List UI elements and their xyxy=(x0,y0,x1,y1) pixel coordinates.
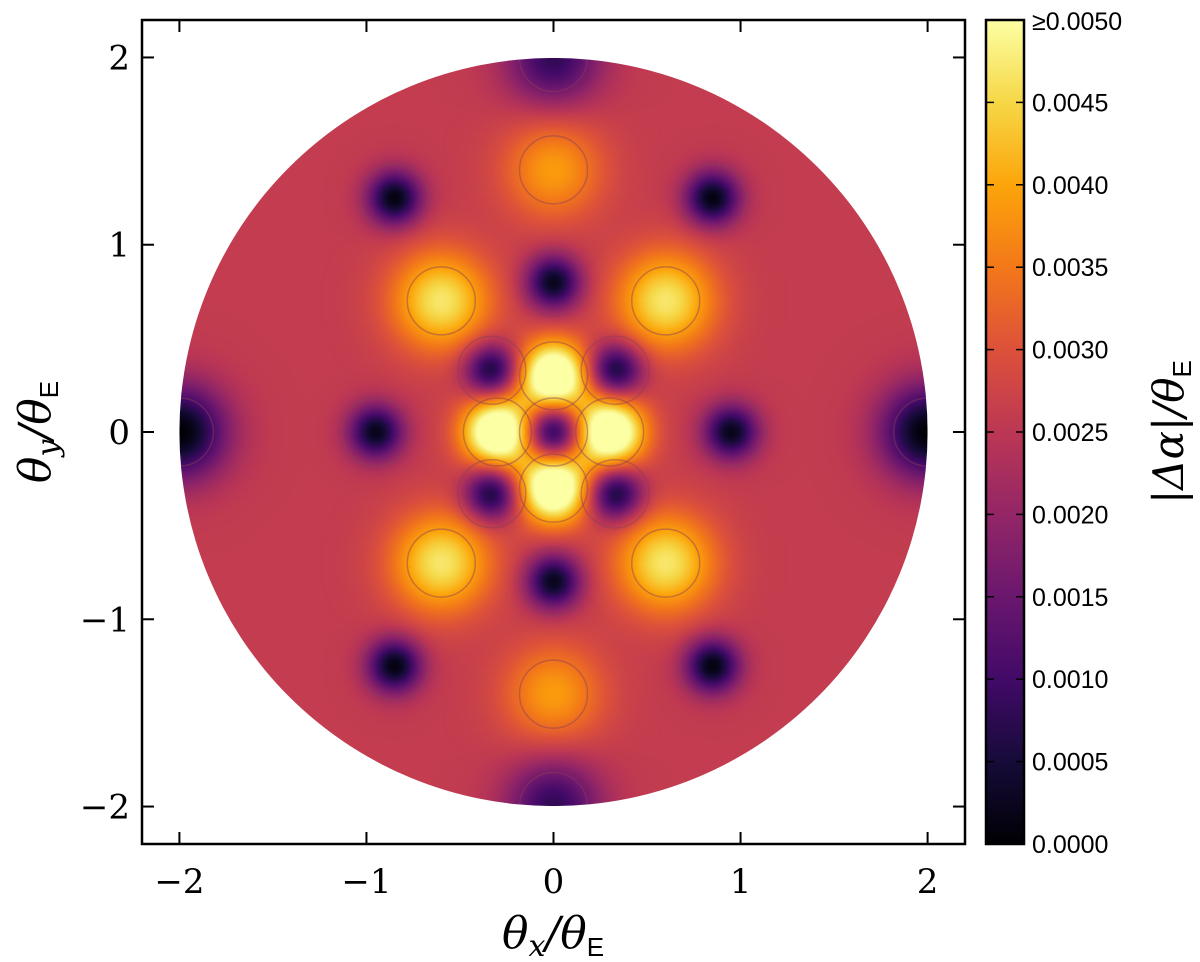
plot-ticks: −2 −1 0 1 2 −2 −1 0 1 2 xyxy=(80,20,965,902)
contour-ring xyxy=(630,528,701,598)
colorbar-tick-label: 0.0005 xyxy=(1032,749,1108,777)
y-tick-label: 2 xyxy=(108,38,130,78)
contour-ring xyxy=(518,135,589,205)
contour-ring xyxy=(359,631,430,701)
y-axis-title-sub: y xyxy=(31,439,66,459)
colorbar-tick-label: 0.0020 xyxy=(1032,501,1108,529)
heatmap xyxy=(179,57,928,807)
contour-ring xyxy=(462,397,533,467)
y-tick-label: 0 xyxy=(108,413,130,453)
colorbar-tick-label: 0.0045 xyxy=(1032,89,1108,117)
x-axis-title-sub2: E xyxy=(587,932,604,962)
colorbar-tick-label: 0.0025 xyxy=(1032,419,1108,447)
contour-lines xyxy=(179,57,928,807)
x-tick-label: −2 xyxy=(154,862,204,902)
contour-ring xyxy=(179,397,215,467)
x-tick-label: 0 xyxy=(543,862,565,902)
contour-ring xyxy=(518,247,589,317)
contour-ring xyxy=(518,397,589,467)
y-axis-title-sub2: E xyxy=(34,381,64,398)
x-axis-title-sub: x xyxy=(528,929,545,962)
x-tick-label: 2 xyxy=(917,862,939,902)
colorbar-tick-label: 0.0000 xyxy=(1032,831,1108,859)
contour-ring xyxy=(677,631,748,701)
x-tick-label: 1 xyxy=(730,862,752,902)
contour-ring xyxy=(580,459,650,529)
contour-ring xyxy=(406,528,477,598)
y-tick-label: −1 xyxy=(80,600,130,640)
contour-ring xyxy=(574,397,645,467)
colorbar-title-main: |Δα|/θ xyxy=(1144,377,1193,503)
contour-ring xyxy=(580,335,650,405)
colorbar-ticks: 0.0000 0.0005 0.0010 0.0015 0.0020 0.0025 0.00… xyxy=(986,8,1122,859)
y-axis-title-div: /θ xyxy=(10,398,61,443)
contour-ring xyxy=(457,335,527,405)
colorbar-tick-label: 0.0040 xyxy=(1032,172,1108,200)
contour-ring xyxy=(518,547,589,617)
colorbar-tick-label: 0.0035 xyxy=(1032,254,1108,282)
y-axis-title: θy/θE xyxy=(10,381,66,483)
contour-ring xyxy=(341,397,411,467)
contour-ring xyxy=(518,341,589,411)
contour-ring xyxy=(518,771,589,807)
colorbar-title-sub: E xyxy=(1167,360,1197,377)
colorbar-tick-label: ≥0.0050 xyxy=(1032,8,1122,36)
colorbar-tick-label: 0.0030 xyxy=(1032,337,1108,365)
contour-ring xyxy=(406,266,477,336)
contour-ring xyxy=(518,453,589,523)
contour-ring xyxy=(630,266,701,336)
colorbar-tick-label: 0.0015 xyxy=(1032,584,1108,612)
contour-ring xyxy=(518,57,589,93)
y-tick-label: 1 xyxy=(108,226,130,266)
x-tick-label: −1 xyxy=(341,862,391,902)
contour-ring xyxy=(518,659,589,729)
contour-ring xyxy=(677,163,748,233)
heatmap-image xyxy=(179,57,928,807)
colorbar-tick-label: 0.0010 xyxy=(1032,666,1108,694)
y-axis-title-main: θ xyxy=(10,457,61,484)
x-axis-title-main: θ xyxy=(502,908,529,959)
colorbar-title: |Δα|/θE xyxy=(1144,360,1197,504)
contour-ring xyxy=(696,397,766,467)
x-axis-title-div: /θ xyxy=(541,908,586,959)
x-axis-title: θx/θE xyxy=(502,908,604,962)
contour-ring xyxy=(359,163,430,233)
y-tick-label: −2 xyxy=(80,788,130,828)
contour-ring xyxy=(457,459,527,529)
